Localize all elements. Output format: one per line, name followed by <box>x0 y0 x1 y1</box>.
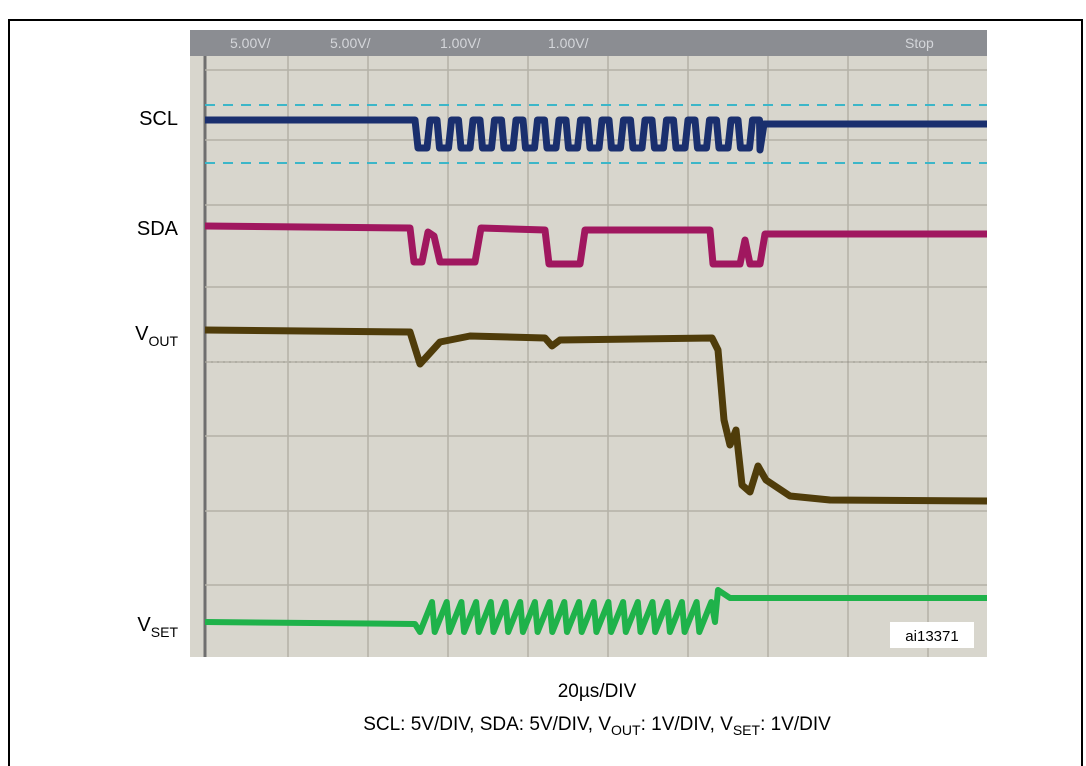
caption-scales: SCL: 5V/DIV, SDA: 5V/DIV, VOUT: 1V/DIV, … <box>363 714 831 738</box>
caption-sub: SET <box>733 722 761 738</box>
caption-sub: OUT <box>611 722 641 738</box>
scope-grid <box>205 56 987 657</box>
signal-label: SCL <box>139 108 178 130</box>
signal-label: VOUT <box>135 323 178 349</box>
signal-label-main: SDA <box>137 218 179 240</box>
signal-label-sub: SET <box>151 624 179 640</box>
signal-label: SDA <box>137 218 179 240</box>
scope-readout: 5.00V/ <box>330 35 371 51</box>
signal-label: VSET <box>137 614 178 640</box>
signal-label-sub: OUT <box>148 333 178 349</box>
scope-readout: 1.00V/ <box>548 35 589 51</box>
scope-readout: 5.00V/ <box>230 35 271 51</box>
figure-id-box <box>890 622 974 648</box>
signal-label-main: SCL <box>139 108 178 130</box>
vset-trace <box>204 587 987 635</box>
signal-label-main: V <box>135 323 149 345</box>
vout-trace <box>204 326 988 505</box>
figure-id: ai13371 <box>905 628 958 645</box>
sda-trace <box>204 222 987 268</box>
caption-timebase: 20µs/DIV <box>558 681 637 702</box>
signal-label-main: V <box>137 614 151 636</box>
caption-text: : 1V/DIV, V <box>641 714 734 735</box>
caption-text: : 1V/DIV <box>760 714 831 735</box>
caption-text: SCL: 5V/DIV, SDA: 5V/DIV, V <box>363 714 611 735</box>
scl-trace <box>205 116 987 154</box>
scope-readout: 1.00V/ <box>440 35 481 51</box>
scope-traces <box>204 104 988 635</box>
scope-header-bar <box>190 30 987 56</box>
scope-readout: Stop <box>905 35 934 51</box>
